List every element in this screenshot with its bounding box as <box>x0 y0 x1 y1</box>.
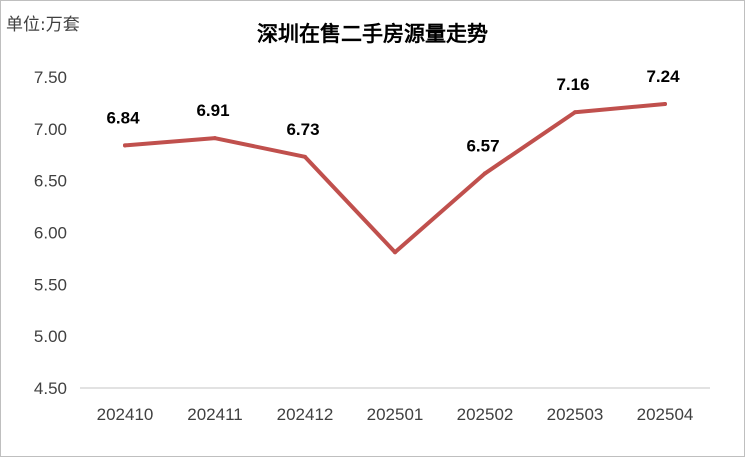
data-point <box>213 136 217 141</box>
y-tick-label: 4.50 <box>34 379 67 398</box>
unit-label: 单位:万套 <box>6 15 80 35</box>
x-tick-label: 202412 <box>277 405 334 424</box>
x-tick-label: 202503 <box>547 405 604 424</box>
series-line <box>123 101 667 255</box>
data-point <box>663 101 667 106</box>
y-tick-label: 5.50 <box>34 275 67 294</box>
data-points <box>123 101 667 255</box>
y-tick-label: 6.50 <box>34 172 67 191</box>
x-tick-label: 202501 <box>367 405 424 424</box>
data-label: 7.24 <box>646 67 680 86</box>
chart-title: 深圳在售二手房源量走势 <box>257 21 488 46</box>
y-tick-label: 7.50 <box>34 68 67 87</box>
data-labels: 6.84 6.91 6.73 6.57 7.16 7.24 <box>106 67 680 155</box>
y-tick-label: 6.00 <box>34 224 67 243</box>
data-label: 6.73 <box>286 120 319 139</box>
x-tick-label: 202411 <box>187 405 242 424</box>
data-label: 6.91 <box>196 101 229 120</box>
y-tick-label: 5.00 <box>34 327 67 346</box>
data-point <box>483 171 487 176</box>
data-label: 6.57 <box>466 136 499 155</box>
x-tick-label: 202410 <box>97 405 154 424</box>
x-axis-ticks: 202410 202411 202412 202501 202502 202503 2025… <box>97 405 694 424</box>
x-tick-label: 202502 <box>457 405 514 424</box>
data-point <box>303 154 307 159</box>
data-point <box>393 250 397 255</box>
data-label: 6.84 <box>106 108 140 127</box>
x-tick-label: 202504 <box>637 405 694 424</box>
data-label: 7.16 <box>556 75 589 94</box>
data-point <box>573 110 577 115</box>
data-point <box>123 143 127 148</box>
y-tick-label: 7.00 <box>34 120 67 139</box>
y-axis-ticks: 7.50 7.00 6.50 6.00 5.50 5.00 4.50 <box>34 68 67 398</box>
